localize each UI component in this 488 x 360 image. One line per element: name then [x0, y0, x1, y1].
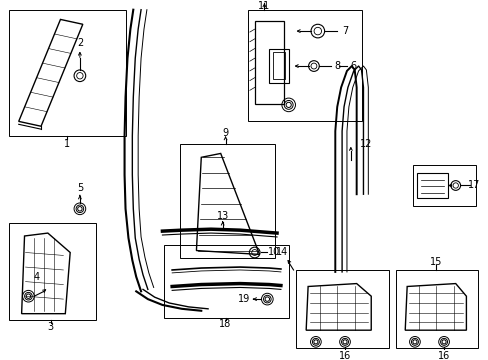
- Text: 19: 19: [237, 294, 250, 304]
- Text: 12: 12: [360, 139, 372, 149]
- Bar: [247, 10, 362, 121]
- Text: 1: 1: [64, 139, 70, 149]
- Bar: [269, 49, 288, 82]
- Text: 13: 13: [216, 211, 228, 221]
- Text: 18: 18: [219, 319, 231, 329]
- Bar: [416, 173, 447, 198]
- Bar: [9, 10, 125, 136]
- Text: 6: 6: [350, 61, 356, 71]
- Bar: [296, 270, 388, 348]
- Text: 16: 16: [338, 351, 350, 360]
- Bar: [273, 53, 284, 79]
- Text: 14: 14: [275, 247, 287, 257]
- Bar: [395, 270, 477, 348]
- Bar: [164, 245, 288, 318]
- Text: 16: 16: [437, 351, 449, 360]
- Text: 2: 2: [77, 38, 83, 48]
- Text: 8: 8: [333, 61, 340, 71]
- Bar: [254, 21, 283, 104]
- Text: 3: 3: [48, 322, 54, 332]
- Bar: [9, 223, 96, 320]
- Text: 5: 5: [77, 183, 83, 193]
- Text: 17: 17: [467, 180, 479, 190]
- Text: 11: 11: [258, 1, 270, 11]
- Text: 10: 10: [267, 247, 280, 257]
- Text: 15: 15: [429, 257, 442, 267]
- Bar: [412, 165, 475, 206]
- Text: 9: 9: [222, 128, 228, 138]
- Text: 4: 4: [33, 272, 39, 282]
- Bar: [180, 144, 275, 258]
- Text: 7: 7: [341, 26, 347, 36]
